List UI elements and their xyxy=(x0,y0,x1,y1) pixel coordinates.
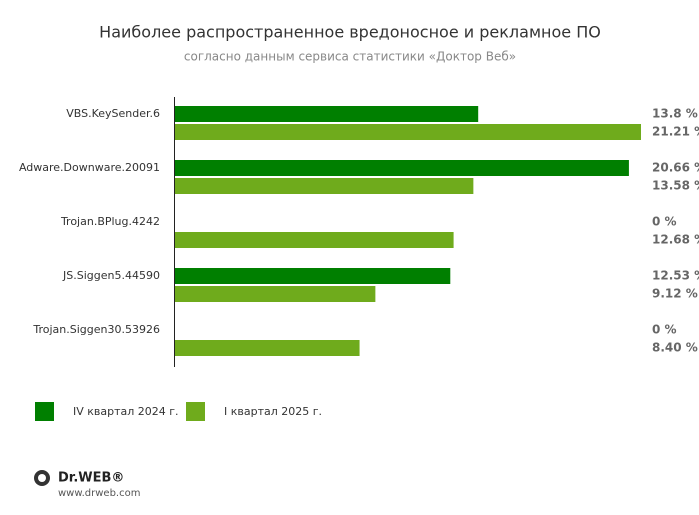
bar xyxy=(175,340,360,356)
legend-swatch xyxy=(186,402,205,421)
value-label: 20.66 % xyxy=(652,161,699,175)
bar xyxy=(175,286,376,302)
legend-swatch xyxy=(35,402,54,421)
y-tick-label: Trojan.Siggen30.53926 xyxy=(32,323,160,336)
value-label: 9.12 % xyxy=(652,287,698,301)
legend-label: IV квартал 2024 г. xyxy=(73,405,179,418)
chart-subtitle: согласно данным сервиса статистики «Докт… xyxy=(184,50,516,64)
value-label: 12.68 % xyxy=(652,233,699,247)
bar xyxy=(175,268,451,284)
y-tick-label: VBS.KeySender.6 xyxy=(66,107,160,120)
bar xyxy=(175,178,474,194)
bar xyxy=(175,106,479,122)
value-label: 13.58 % xyxy=(652,179,699,193)
bar xyxy=(175,232,454,248)
y-tick-label: JS.Siggen5.44590 xyxy=(62,269,160,282)
y-tick-label: Adware.Downware.20091 xyxy=(19,161,160,174)
brand: Dr.WEB® xyxy=(58,471,124,486)
y-tick-label: Trojan.BPlug.4242 xyxy=(60,215,160,228)
logo: Dr.WEB® www.drweb.com xyxy=(34,470,140,499)
value-label: 0 % xyxy=(652,215,677,229)
url: www.drweb.com xyxy=(58,488,140,499)
legend-label: I квартал 2025 г. xyxy=(224,405,322,418)
bar xyxy=(175,124,641,140)
value-label: 21.21 % xyxy=(652,125,699,139)
chart-title: Наиболее распространенное вредоносное и … xyxy=(99,23,601,42)
value-label: 8.40 % xyxy=(652,341,698,355)
value-label: 13.8 % xyxy=(652,107,698,121)
value-label: 12.53 % xyxy=(652,269,699,283)
value-label: 0 % xyxy=(652,323,677,337)
bar xyxy=(175,160,629,176)
